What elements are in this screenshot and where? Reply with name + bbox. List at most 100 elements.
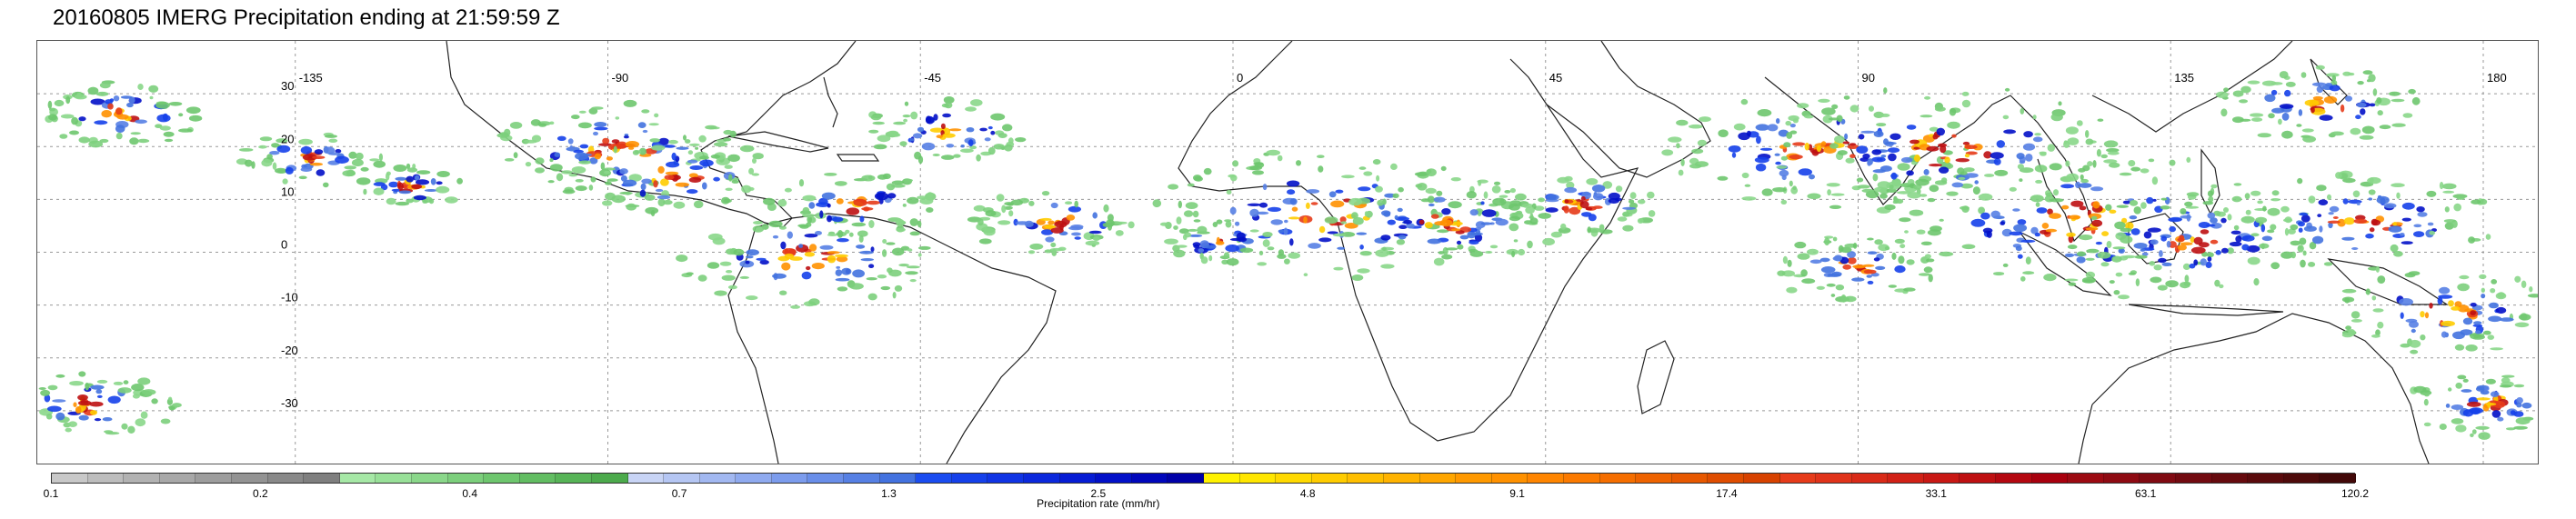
precip-cell [1897, 191, 1911, 195]
precip-cell [973, 205, 986, 212]
precip-cell [2147, 227, 2161, 233]
precip-cell [953, 154, 961, 158]
precip-cell [2470, 310, 2477, 315]
precip-cell [1637, 199, 1646, 205]
precip-cell [2100, 154, 2108, 159]
precip-cell [2487, 334, 2495, 340]
precip-cell [1844, 133, 1849, 140]
precip-cell [753, 221, 764, 225]
precip-cell [676, 146, 689, 150]
precip-cell [547, 180, 555, 184]
precip-cell [1863, 269, 1877, 274]
graticule [37, 41, 2538, 464]
precip-cell [2233, 225, 2240, 231]
precip-cell [2235, 235, 2242, 243]
precip-cell [798, 244, 804, 248]
precip-cell [827, 215, 832, 223]
precip-cell [1617, 216, 1628, 222]
precip-cell [685, 139, 691, 144]
precip-cell [2501, 374, 2515, 378]
precip-cell [650, 210, 656, 216]
precip-cell [2034, 133, 2041, 136]
precip-cell [314, 149, 324, 155]
precip-cell [1792, 142, 1806, 146]
precip-cell [130, 132, 141, 135]
precip-cell [1856, 177, 1864, 183]
precip-cell [1197, 225, 1208, 235]
precip-cell [702, 182, 707, 190]
precipitation-map: -135 -90 -45 0 45 90 135 180 30 20 10 0 -10 -20 -30 [36, 40, 2539, 464]
precip-cell [2479, 198, 2488, 205]
precip-cell [2043, 274, 2057, 282]
precip-cell [2402, 113, 2413, 118]
precip-cell [2012, 208, 2020, 212]
precip-cell [549, 164, 563, 172]
colorbar-swatch [1636, 474, 1672, 483]
precip-cell [1847, 251, 1857, 258]
precip-cell [2391, 123, 2406, 127]
precip-cell [673, 201, 686, 209]
precip-cell [1450, 228, 1461, 232]
precip-cell [1994, 169, 2009, 176]
precip-cell [2257, 133, 2271, 138]
precip-cell [628, 174, 642, 182]
colorbar-swatch [1599, 474, 1637, 483]
precip-cell [2157, 284, 2168, 291]
precip-cell [415, 179, 430, 185]
precip-cell [2106, 241, 2112, 248]
precip-cell [44, 394, 51, 403]
precip-cell [2050, 198, 2064, 203]
precip-cell [40, 389, 51, 396]
precip-cell [1955, 158, 1970, 163]
precip-cell [328, 152, 341, 155]
precip-cell [1509, 223, 1519, 232]
precip-cell [1538, 213, 1551, 219]
precip-cell [2066, 232, 2076, 237]
precip-cell [987, 146, 996, 155]
precip-cell [2199, 242, 2210, 248]
precip-cell [1993, 158, 2001, 165]
precip-cell [2327, 220, 2340, 224]
precip-cell [2304, 99, 2320, 106]
precip-cell [1039, 217, 1052, 221]
precip-cell [96, 394, 103, 398]
precip-cell [2303, 225, 2317, 232]
precip-cell [1990, 210, 2000, 219]
precip-cell [523, 139, 537, 144]
precip-cell [2348, 329, 2356, 336]
precip-cell [2344, 297, 2350, 304]
precip-cell [1560, 223, 1567, 230]
precip-cell [649, 138, 660, 143]
precip-cell [2341, 236, 2355, 241]
precip-cell [2329, 85, 2340, 92]
precip-cell [2513, 384, 2525, 388]
precip-cell [2462, 317, 2473, 325]
precip-cell [2300, 215, 2310, 223]
precip-cell [590, 176, 596, 183]
precip-cell [2473, 321, 2482, 325]
precip-cell [2065, 160, 2070, 167]
precip-cell [2515, 417, 2531, 425]
precip-cell [896, 218, 905, 227]
colorbar-swatch [1563, 474, 1600, 483]
precip-cell [2141, 252, 2149, 256]
precip-cell [2220, 217, 2227, 224]
precip-cell [827, 255, 837, 264]
precip-cell [2518, 314, 2531, 321]
colorbar-swatch [2140, 474, 2177, 483]
precip-cell [1493, 181, 1501, 185]
precip-cell [325, 135, 337, 138]
precip-cell [591, 106, 604, 110]
precip-cell [2372, 88, 2378, 96]
precip-cell [1830, 294, 1836, 297]
precip-cell [645, 206, 659, 215]
precip-cell [2448, 300, 2454, 307]
precip-cell [1392, 193, 1399, 198]
precip-cell [874, 192, 889, 201]
precip-cell [1870, 273, 1879, 277]
precip-cell [1936, 127, 1945, 136]
precip-cell [851, 222, 867, 227]
precip-cell [2457, 374, 2467, 380]
precip-cell [436, 171, 450, 177]
precip-cell [853, 199, 867, 207]
